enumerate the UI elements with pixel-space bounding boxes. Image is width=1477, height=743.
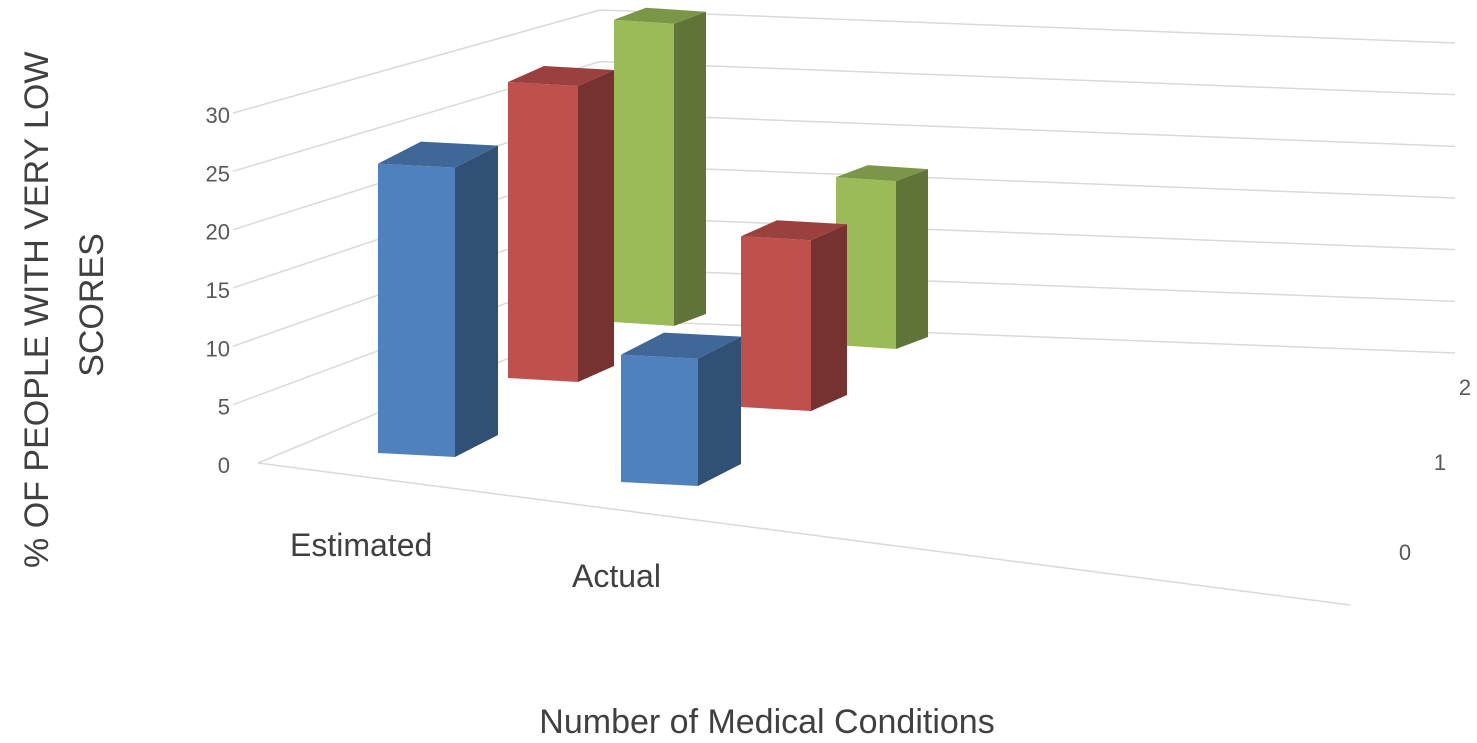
bars	[378, 7, 928, 486]
y-tick-label: 20	[206, 220, 230, 245]
bar-estimated-2	[614, 7, 706, 326]
bar-top-face	[378, 141, 498, 168]
bar-side-face	[896, 169, 928, 349]
bar-side-face	[698, 336, 741, 486]
bar-actual-0	[621, 332, 741, 486]
y-tick-label: 5	[218, 395, 230, 420]
y-tick-label: 30	[206, 103, 230, 128]
bar-top-face	[621, 332, 741, 359]
y-tick-label: 0	[218, 453, 230, 478]
bar-side-face	[674, 11, 706, 326]
category-label-estimated: Estimated	[290, 527, 432, 563]
x-axis-title: Number of Medical Conditions	[539, 703, 994, 741]
y-axis-title-line-2: SCORES	[73, 233, 111, 377]
bar-side-face	[811, 224, 847, 411]
bar-front-face	[378, 163, 455, 457]
bar-top-face	[741, 220, 847, 241]
depth-tick-label: 2	[1459, 375, 1471, 400]
bar-side-face	[455, 145, 498, 457]
bar-front-face	[508, 82, 578, 383]
bar-estimated-1	[508, 66, 614, 383]
bar-actual-2	[836, 165, 928, 349]
bar-side-face	[578, 70, 614, 383]
bar-front-face	[621, 354, 698, 486]
bar-actual-1	[741, 220, 847, 411]
y-tick-label: 25	[206, 161, 230, 186]
y-tick-label: 10	[206, 336, 230, 361]
y-tick-labels: 0 5 10 15 20 25 30	[206, 103, 230, 478]
bar-top-face	[508, 66, 614, 87]
gridline	[232, 60, 1456, 173]
bar-top-face	[614, 7, 706, 24]
bar-top-face	[836, 165, 928, 182]
front-floor-edge	[257, 462, 1351, 606]
y-tick-label: 15	[206, 278, 230, 303]
category-label-actual: Actual	[572, 558, 661, 594]
bar-front-face	[741, 236, 811, 411]
bar-front-face	[836, 177, 896, 349]
depth-tick-label: 1	[1434, 450, 1446, 475]
bar-estimated-0	[378, 141, 498, 457]
depth-tick-label: 0	[1399, 540, 1411, 565]
y-axis-title: % OF PEOPLE WITH VERY LOW SCORES	[18, 42, 111, 568]
bar-front-face	[614, 19, 674, 326]
y-axis-title-line-1: % OF PEOPLE WITH VERY LOW	[18, 52, 56, 568]
gridline	[232, 9, 1456, 114]
depth-tick-labels: 0 1 2	[1399, 375, 1471, 565]
